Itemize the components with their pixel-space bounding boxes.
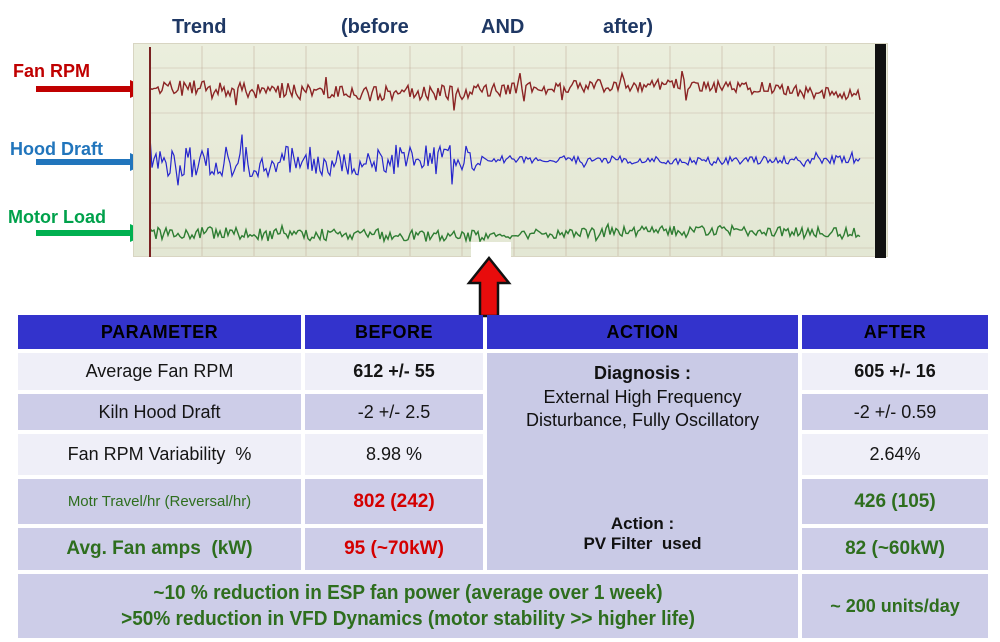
page-title-word: (before	[341, 16, 409, 38]
summary-line-2: >50% reduction in VFD Dynamics (motor st…	[121, 608, 695, 630]
table-cell-before: 95 (~70kW)	[305, 528, 483, 570]
trend-chart	[133, 43, 888, 258]
hood-draft-label: Hood Draft	[10, 139, 103, 159]
table-cell-parameter: Average Fan RPM	[18, 353, 301, 390]
column-header-parameter: PARAMETER	[18, 315, 301, 349]
trend-traces	[149, 46, 874, 256]
table-cell-parameter: Motr Travel/hr (Reversal/hr)	[18, 479, 301, 524]
diagnosis-label: Diagnosis :	[593, 363, 691, 383]
after-summary-cell: ~ 200 units/day	[802, 574, 988, 638]
page-title-word: AND	[481, 16, 525, 38]
page-title-word: Trend	[172, 16, 227, 38]
action-label: Action :	[610, 514, 675, 533]
table-cell-parameter: Kiln Hood Draft	[18, 394, 301, 430]
page-title-word: after)	[603, 16, 654, 38]
column-header-before: BEFORE	[305, 315, 483, 349]
table-cell-after: -2 +/- 0.59	[802, 394, 988, 430]
action-text: PV Filter used	[583, 534, 702, 553]
action-cell: Diagnosis : External High Frequency Dist…	[487, 353, 798, 570]
column-header-action: ACTION	[487, 315, 798, 349]
summary-cell: ~10 % reduction in ESP fan power (averag…	[18, 574, 798, 638]
chart-edge-bar	[875, 44, 886, 258]
table-cell-before: 802 (242)	[305, 479, 483, 524]
table-cell-before: 612 +/- 55	[305, 353, 483, 390]
table-cell-after: 605 +/- 16	[802, 353, 988, 390]
table-cell-parameter: Fan RPM Variability %	[18, 434, 301, 475]
results-table: PARAMETER BEFORE ACTION AFTER Average Fa…	[18, 315, 988, 638]
table-cell-before: -2 +/- 2.5	[305, 394, 483, 430]
summary-line-1: ~10 % reduction in ESP fan power (averag…	[153, 582, 663, 604]
table-cell-after: 82 (~60kW)	[802, 528, 988, 570]
column-header-after: AFTER	[802, 315, 988, 349]
motor-load-label: Motor Load	[8, 207, 106, 227]
table-cell-after: 426 (105)	[802, 479, 988, 524]
table-cell-parameter: Avg. Fan amps (kW)	[18, 528, 301, 570]
diagnosis-text: External High Frequency Disturbance, Ful…	[525, 387, 760, 430]
fan-rpm-label: Fan RPM	[13, 61, 91, 81]
up-arrow-icon	[466, 255, 512, 318]
table-cell-after: 2.64%	[802, 434, 988, 475]
chart-start-line	[149, 47, 151, 257]
table-cell-before: 8.98 %	[305, 434, 483, 475]
chart-notch	[471, 242, 511, 258]
